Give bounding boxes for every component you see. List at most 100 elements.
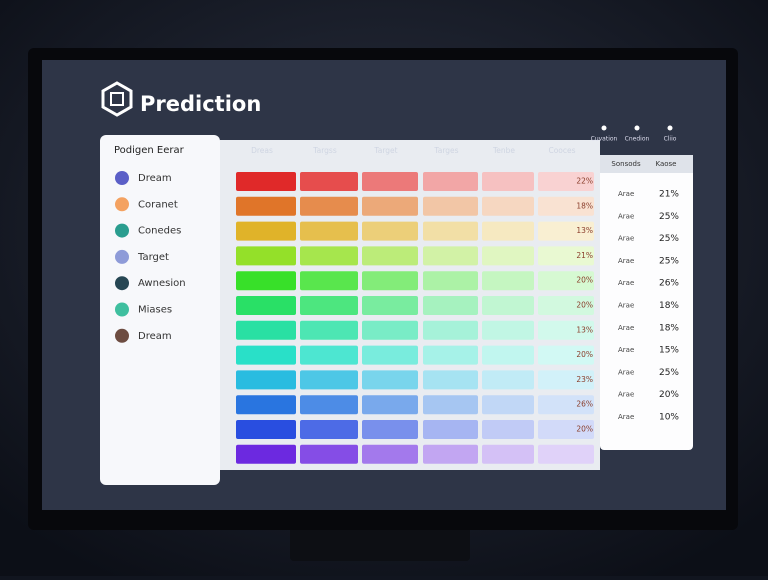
heat-cell	[538, 172, 594, 191]
heat-cell	[538, 221, 594, 241]
panel-value: 25%	[659, 368, 679, 378]
heat-cell	[236, 395, 296, 415]
item-icon	[115, 302, 129, 317]
panel-value: 18%	[659, 323, 679, 333]
heat-cell	[300, 420, 358, 439]
panel-label: Arae	[618, 257, 634, 265]
heat-cell	[236, 320, 296, 340]
heat-cell	[482, 271, 534, 291]
item-icon	[115, 328, 129, 343]
heat-cell	[482, 345, 534, 365]
heat-cell	[423, 271, 478, 291]
row-value: 20%	[576, 425, 593, 434]
heat-cell	[482, 320, 534, 340]
heat-cell	[362, 172, 418, 191]
column-header: Target	[373, 146, 397, 155]
heat-cell	[236, 196, 296, 216]
heat-cell	[538, 370, 594, 390]
column-header: Dreas	[251, 146, 273, 155]
column-header: Cooces	[548, 146, 575, 155]
sidebar-item: Dream	[138, 173, 172, 184]
column-header: Tenbe	[492, 146, 515, 155]
row-value: 26%	[576, 400, 593, 409]
heat-cell	[482, 221, 534, 241]
heat-cell	[482, 395, 534, 415]
app-title: Prediction	[140, 92, 261, 116]
row-value: 18%	[576, 201, 593, 210]
heat-cell	[423, 444, 478, 464]
sidebar-item: Conedes	[138, 226, 181, 237]
heat-cell	[236, 271, 296, 291]
row-value: 20%	[576, 350, 593, 359]
side-panel	[600, 155, 693, 450]
panel-label: Arae	[618, 324, 634, 332]
sidebar-title: Podigen Eerar	[114, 145, 185, 156]
heat-cell	[538, 246, 594, 266]
item-icon	[115, 197, 129, 212]
heat-cell	[300, 395, 358, 415]
panel-value: 25%	[659, 212, 679, 222]
heat-cell	[300, 345, 358, 365]
heat-cell	[300, 221, 358, 241]
heat-cell	[236, 345, 296, 365]
heat-cell	[482, 370, 534, 390]
heat-cell	[538, 444, 594, 464]
sidebar-item: Coranet	[138, 199, 178, 210]
heat-cell	[482, 444, 534, 464]
heat-cell	[236, 420, 296, 439]
row-value: 13%	[576, 226, 593, 235]
heat-cell	[482, 172, 534, 191]
panel-header: Kaose	[656, 160, 677, 168]
heat-cell	[300, 196, 358, 216]
panel-value: 26%	[659, 279, 679, 289]
action-label: Cliio	[664, 136, 677, 143]
action-icon	[634, 125, 640, 131]
heat-cell	[300, 172, 358, 191]
action-icon	[601, 125, 607, 131]
sidebar-item: Dream	[138, 331, 172, 342]
heat-cell	[482, 196, 534, 216]
heat-cell	[300, 296, 358, 315]
heat-cell	[423, 395, 478, 415]
panel-value: 21%	[659, 190, 679, 200]
heat-cell	[300, 370, 358, 390]
sidebar	[100, 135, 220, 485]
item-icon	[115, 249, 129, 264]
panel-label: Arae	[618, 413, 634, 421]
heat-cell	[236, 221, 296, 241]
heat-cell	[300, 271, 358, 291]
row-value: 23%	[576, 375, 593, 384]
heat-cell	[362, 395, 418, 415]
heat-cell	[423, 370, 478, 390]
heat-cell	[362, 345, 418, 365]
heat-cell	[538, 271, 594, 291]
item-icon	[115, 223, 129, 238]
heat-cell	[423, 320, 478, 340]
heat-cell	[362, 444, 418, 464]
logo	[101, 81, 133, 117]
panel-header: Sonsods	[611, 160, 641, 168]
panel-label: Arae	[618, 346, 634, 354]
heat-cell	[362, 296, 418, 315]
panel-label: Arae	[618, 212, 634, 220]
heat-cell	[362, 320, 418, 340]
heat-cell	[300, 444, 358, 464]
heat-cell	[482, 296, 534, 315]
panel-value: 10%	[659, 413, 679, 423]
heat-cell	[423, 196, 478, 216]
panel-label: Arae	[618, 368, 634, 376]
panel-label: Arae	[618, 391, 634, 399]
row-value: 21%	[576, 251, 593, 260]
heat-cell	[300, 246, 358, 266]
row-value: 20%	[576, 276, 593, 285]
row-value: 20%	[576, 301, 593, 310]
heat-cell	[236, 246, 296, 266]
heat-cell	[538, 420, 594, 439]
heat-cell	[423, 420, 478, 439]
heat-cell	[538, 345, 594, 365]
item-icon	[115, 171, 129, 185]
panel-value: 18%	[659, 301, 679, 311]
sidebar-item: Miases	[138, 305, 172, 316]
sidebar-item: Target	[137, 252, 169, 263]
